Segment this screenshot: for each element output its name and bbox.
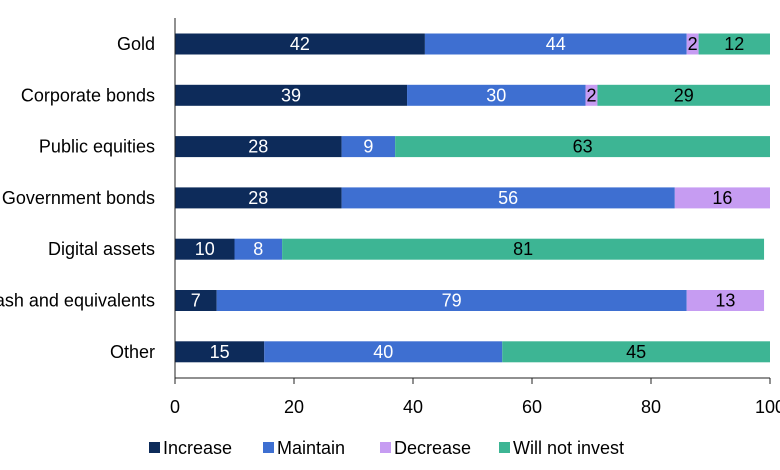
legend-swatch-increase — [149, 442, 160, 453]
bar-cash-and-equivalents-increase — [175, 290, 217, 311]
legend: Increase Maintain Decrease Will not invest — [149, 438, 624, 458]
data-label-public-equities-will-not-invest: 63 — [573, 137, 593, 157]
data-label-corporate-bonds-will-not-invest: 29 — [674, 85, 694, 105]
data-label-other-will-not-invest: 45 — [626, 342, 646, 362]
x-tick-label-80: 80 — [641, 397, 661, 417]
legend-label-maintain: Maintain — [277, 438, 345, 458]
legend-swatch-decrease — [380, 442, 391, 453]
category-label-digital-assets: Digital assets — [48, 239, 155, 259]
bar-corporate-bonds-maintain — [407, 84, 586, 106]
legend-swatch-maintain — [263, 442, 274, 453]
bar-public-equities-increase — [175, 136, 342, 158]
x-tick-label-0: 0 — [170, 397, 180, 417]
legend-item-increase: Increase — [149, 438, 232, 458]
bar-other-increase — [175, 341, 265, 363]
bar-digital-assets-maintain — [234, 238, 283, 260]
data-label-government-bonds-increase: 28 — [248, 188, 268, 208]
data-label-digital-assets-increase: 10 — [195, 239, 215, 259]
data-label-corporate-bonds-decrease: 2 — [586, 85, 596, 105]
category-label-gold: Gold — [117, 34, 155, 54]
bar-corporate-bonds-will-not-invest — [597, 84, 770, 106]
bar-cash-and-equivalents-maintain — [216, 290, 687, 311]
data-label-digital-assets-maintain: 8 — [253, 239, 263, 259]
x-tick-label-20: 20 — [284, 397, 304, 417]
data-label-gold-decrease: 2 — [688, 34, 698, 54]
bar-cash-and-equivalents-decrease — [686, 290, 765, 311]
data-label-other-maintain: 40 — [373, 342, 393, 362]
bar-other-maintain — [264, 341, 503, 363]
data-label-public-equities-increase: 28 — [248, 137, 268, 157]
data-label-corporate-bonds-increase: 39 — [281, 85, 301, 105]
data-label-gold-will-not-invest: 12 — [724, 34, 744, 54]
data-label-public-equities-maintain: 9 — [363, 137, 373, 157]
bar-gold-decrease — [686, 33, 699, 55]
x-axis: 0 20 40 60 80 100 — [170, 18, 780, 417]
category-labels: Gold Corporate bonds Public equities Govern… — [0, 34, 155, 362]
data-label-cash-and-equivalents-decrease: 13 — [715, 291, 735, 311]
category-label-corporate-bonds: Corporate bonds — [21, 85, 155, 105]
data-label-government-bonds-decrease: 16 — [712, 188, 732, 208]
bar-gold-increase — [175, 33, 425, 55]
bar-digital-assets-increase — [175, 238, 235, 260]
bar-digital-assets-will-not-invest — [282, 238, 765, 260]
legend-item-will-not-invest: Will not invest — [499, 438, 624, 458]
data-label-corporate-bonds-maintain: 30 — [486, 85, 506, 105]
bar-government-bonds-increase — [175, 187, 342, 209]
bar-public-equities-will-not-invest — [395, 136, 770, 158]
data-label-gold-maintain: 44 — [546, 34, 566, 54]
bar-gold-will-not-invest — [698, 33, 770, 55]
bar-gold-maintain — [424, 33, 687, 55]
bar-other-will-not-invest — [502, 341, 770, 363]
category-label-public-equities: Public equities — [39, 137, 155, 157]
data-label-government-bonds-maintain: 56 — [498, 188, 518, 208]
legend-label-will-not-invest: Will not invest — [513, 438, 624, 458]
x-tick-label-100: 100 — [755, 397, 780, 417]
data-label-cash-and-equivalents-maintain: 79 — [442, 291, 462, 311]
data-label-digital-assets-will-not-invest: 81 — [513, 239, 533, 259]
legend-item-maintain: Maintain — [263, 438, 345, 458]
category-label-cash-and-equivalents: Cash and equivalents — [0, 291, 155, 311]
bar-corporate-bonds-increase — [175, 84, 408, 106]
bar-government-bonds-maintain — [341, 187, 675, 209]
x-tick-label-60: 60 — [522, 397, 542, 417]
legend-label-decrease: Decrease — [394, 438, 471, 458]
legend-label-increase: Increase — [163, 438, 232, 458]
data-label-other-increase: 15 — [210, 342, 230, 362]
legend-swatch-will-not-invest — [499, 442, 510, 453]
data-label-gold-increase: 42 — [290, 34, 310, 54]
legend-item-decrease: Decrease — [380, 438, 471, 458]
bar-public-equities-maintain — [341, 136, 396, 158]
x-tick-label-40: 40 — [403, 397, 423, 417]
bar-government-bonds-decrease — [674, 187, 770, 209]
data-label-cash-and-equivalents-increase: 7 — [191, 291, 201, 311]
bar-corporate-bonds-decrease — [585, 84, 598, 106]
category-label-other: Other — [110, 342, 155, 362]
category-label-government-bonds: Government bonds — [2, 188, 155, 208]
bars-group: 42 44 2 12 39 30 2 29 28 9 63 28 56 16 10 8 81 7 79 13 15 40 4… — [175, 33, 770, 363]
